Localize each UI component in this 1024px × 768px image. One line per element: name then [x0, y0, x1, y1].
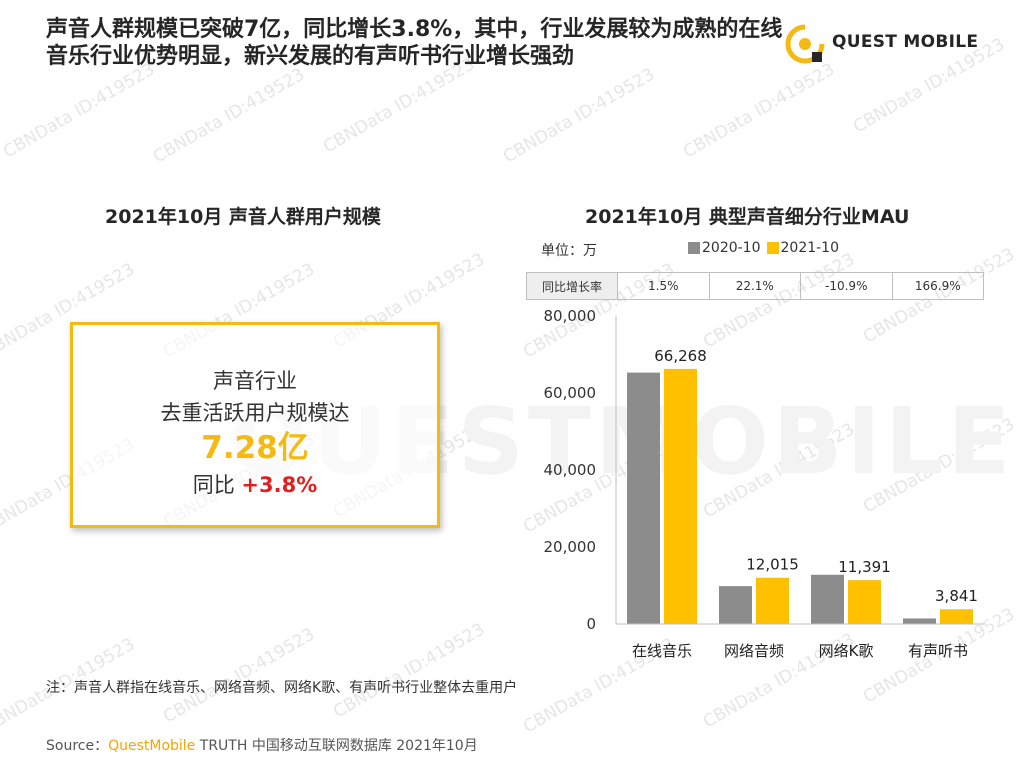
kpi-line2: 去重活跃用户规模达	[160, 401, 350, 425]
data-label: 11,391	[838, 558, 891, 576]
logo-text: QUEST MOBILE	[832, 32, 979, 52]
legend-swatch-2020	[688, 242, 700, 254]
watermark-text: CBNData ID:419523	[680, 59, 839, 163]
y-tick-label: 60,000	[544, 384, 597, 402]
data-label: 3,841	[935, 587, 978, 605]
watermark-text: CBNData ID:419523	[500, 64, 659, 168]
bar-2021-10-3	[940, 609, 973, 624]
growth-cell-k-song: -10.9%	[800, 272, 893, 300]
source-line: Source：QuestMobile TRUTH 中国移动互联网数据库 2021…	[46, 735, 478, 755]
kpi-yoy-line: 同比 +3.8%	[73, 469, 437, 499]
kpi-line1: 声音行业	[213, 369, 297, 393]
y-tick-label: 80,000	[544, 307, 597, 325]
page-headline: 声音人群规模已突破7亿，同比增长3.8%，其中，行业发展较为成熟的在线音乐行业优…	[46, 17, 783, 69]
kpi-yoy-value: +3.8%	[241, 473, 318, 497]
bar-2020-10-3	[903, 618, 936, 624]
growth-cell-online-music: 1.5%	[617, 272, 710, 300]
growth-header: 同比增长率	[526, 272, 618, 300]
source-rest: TRUTH 中国移动互联网数据库 2021年10月	[195, 738, 478, 754]
growth-cell-audiobook: 166.9%	[891, 272, 984, 300]
watermark-text: CBNData ID:419523	[330, 619, 489, 723]
bar-2021-10-1	[756, 577, 789, 624]
data-label: 66,268	[654, 347, 707, 365]
x-tick-label: 网络K歌	[819, 642, 874, 660]
bar-2020-10-2	[811, 574, 844, 624]
x-tick-label: 在线音乐	[632, 642, 692, 660]
unit-label: 单位：万	[541, 243, 597, 259]
legend-item-2020: 2020-10	[688, 240, 761, 256]
watermark-text: CBNData ID:419523	[150, 64, 309, 168]
growth-rate-table: 同比增长率 1.5% 22.1% -10.9% 166.9%	[526, 272, 984, 300]
legend-item-2021: 2021-10	[766, 240, 840, 256]
source-brand: QuestMobile	[108, 738, 196, 754]
legend-label-2020: 2020-10	[702, 240, 761, 256]
kpi-box: 声音行业 去重活跃用户规模达 7.28亿 同比 +3.8%	[70, 322, 440, 528]
bar-2020-10-0	[627, 372, 660, 624]
footnote: 注：声音人群指在线音乐、网络音频、网络K歌、有声听书行业整体去重用户	[46, 680, 518, 696]
bar-2021-10-2	[848, 580, 881, 624]
left-panel-title: 2021年10月 声音人群用户规模	[105, 206, 381, 228]
bar-2020-10-1	[719, 586, 752, 624]
watermark-text: CBNData ID:419523	[160, 624, 319, 728]
x-tick-label: 有声听书	[908, 642, 968, 660]
y-tick-label: 40,000	[544, 461, 597, 479]
source-prefix: Source：	[46, 738, 109, 754]
watermark-text: CBNData ID:419523	[0, 59, 159, 163]
growth-cell-online-audio: 22.1%	[708, 272, 801, 300]
data-label: 12,015	[746, 556, 799, 574]
kpi-yoy-label: 同比	[192, 473, 235, 497]
growth-row: 同比增长率 1.5% 22.1% -10.9% 166.9%	[526, 272, 984, 300]
legend-swatch-2021	[766, 242, 779, 254]
kpi-value: 7.28亿	[201, 430, 309, 466]
mau-bar-chart: 0 20,000 40,000 60,000 80,000 66,268 在线音乐 12,01…	[544, 307, 984, 660]
bar-2021-10-0	[664, 368, 697, 624]
chart-title: 2021年10月 典型声音细分行业MAU	[585, 206, 910, 228]
legend-label-2021: 2021-10	[780, 240, 840, 256]
chart-legend: 2020-10 2021-10	[688, 240, 845, 256]
x-tick-label: 网络音频	[724, 642, 784, 660]
y-tick-label: 0	[586, 615, 596, 633]
questmobile-logo-icon	[785, 24, 825, 64]
y-tick-label: 20,000	[544, 538, 597, 556]
